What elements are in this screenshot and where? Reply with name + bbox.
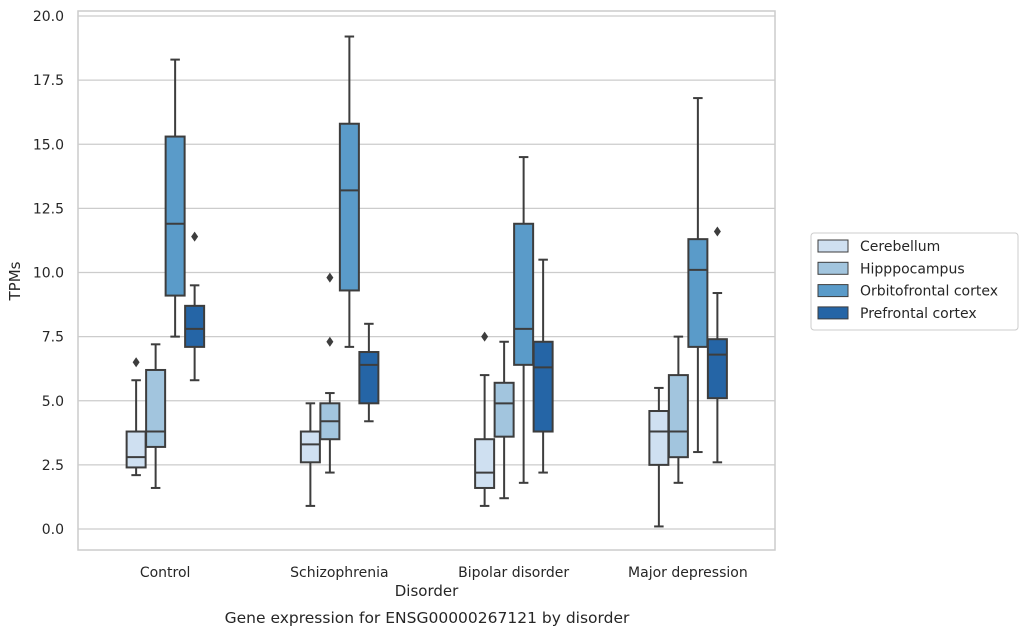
y-tick-label: 20.0 — [33, 9, 64, 25]
y-tick-label: 10.0 — [33, 266, 64, 282]
box-iqr — [493, 381, 515, 438]
x-tick-label: Bipolar disorder — [458, 565, 569, 581]
box-orbitofrontal-cortex — [338, 35, 360, 348]
box-iqr — [164, 135, 186, 297]
y-axis-label: TPMs — [6, 261, 24, 301]
outlier-point — [326, 336, 334, 347]
box-iqr — [687, 238, 709, 348]
boxes — [125, 35, 728, 528]
plot-frame — [77, 10, 776, 551]
y-tick-label: 17.5 — [33, 73, 64, 89]
box-cerebellum — [125, 357, 147, 477]
box-cerebellum — [299, 402, 321, 507]
outlier-point — [326, 272, 334, 283]
box-iqr — [299, 430, 321, 464]
x-tick-label: Major depression — [628, 565, 748, 581]
box-iqr — [513, 222, 535, 366]
legend-label: Orbitofrontal cortex — [860, 284, 998, 300]
legend-label: Hipppocampus — [860, 261, 965, 277]
y-tick-label: 5.0 — [42, 394, 64, 410]
box-orbitofrontal-cortex — [513, 156, 535, 484]
legend-frame — [810, 232, 1019, 331]
y-tick-label: 7.5 — [42, 330, 64, 346]
x-axis-label: Disorder — [395, 582, 459, 600]
legend-label: Prefrontal cortex — [860, 306, 977, 322]
box-prefrontal-cortex — [706, 226, 728, 464]
box-iqr — [667, 374, 689, 459]
legend-swatch — [817, 284, 849, 298]
legend: Cerebellum Hipppocampus Orbitofrontal cort… — [810, 232, 1019, 331]
box-iqr — [532, 340, 554, 433]
outlier-point — [132, 357, 140, 368]
box-cerebellum — [648, 386, 670, 528]
box-prefrontal-cortex — [358, 322, 380, 423]
box-iqr — [474, 438, 496, 489]
box-iqr — [125, 430, 147, 469]
y-axis-ticks: 0.0 2.5 5.0 7.5 10.0 12.5 15.0 17.5 20.0 — [33, 9, 64, 538]
box-hipppocampus — [667, 335, 689, 484]
box-iqr — [706, 338, 728, 400]
box-iqr — [145, 368, 167, 448]
box-iqr — [184, 304, 206, 348]
y-tick-label: 0.0 — [42, 522, 64, 538]
box-cerebellum — [474, 331, 496, 507]
legend-swatch — [817, 239, 849, 253]
chart-caption: Gene expression for ENSG00000267121 by d… — [225, 609, 630, 627]
x-axis-ticks: Control Schizophrenia Bipolar disorder Majo… — [140, 565, 748, 581]
x-tick-label: Schizophrenia — [290, 565, 388, 581]
y-tick-label: 15.0 — [33, 137, 64, 153]
box-orbitofrontal-cortex — [687, 97, 709, 454]
box-iqr — [338, 122, 360, 292]
box-orbitofrontal-cortex — [164, 58, 186, 338]
legend-swatch — [817, 261, 849, 275]
y-tick-label: 12.5 — [33, 201, 64, 217]
y-tick-label: 2.5 — [42, 458, 64, 474]
outlier-point — [481, 331, 489, 342]
box-iqr — [358, 351, 380, 405]
outlier-point — [713, 226, 721, 237]
box-hipppocampus — [493, 340, 515, 500]
box-iqr — [648, 410, 670, 466]
outlier-point — [191, 231, 199, 242]
legend-swatch — [817, 306, 849, 320]
x-tick-label: Control — [140, 565, 191, 581]
box-hipppocampus — [145, 343, 167, 489]
box-prefrontal-cortex — [184, 231, 206, 382]
legend-label: Cerebellum — [860, 239, 940, 255]
box-prefrontal-cortex — [532, 258, 554, 474]
box-hipppocampus — [319, 272, 341, 474]
